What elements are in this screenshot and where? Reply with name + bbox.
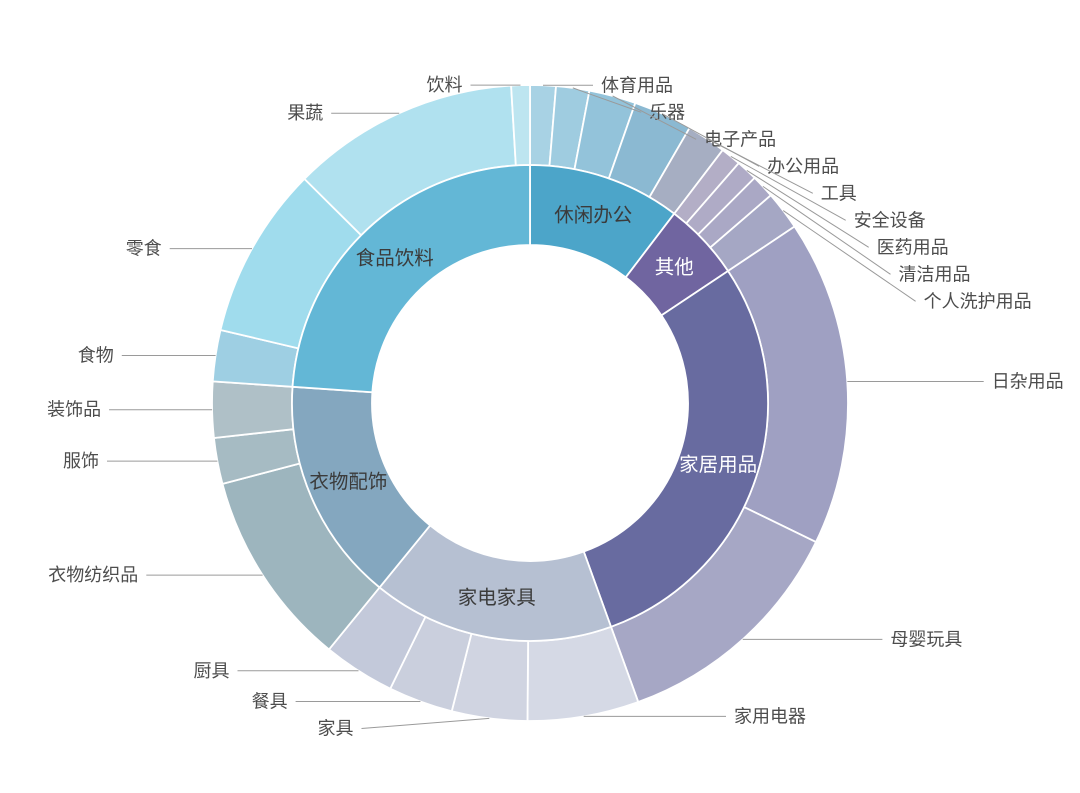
svg-text:电子产品: 电子产品 [704,129,776,149]
svg-text:母婴玩具: 母婴玩具 [890,629,962,649]
svg-text:衣物纺织品: 衣物纺织品 [48,565,138,585]
svg-text:休闲办公: 休闲办公 [554,204,632,226]
svg-text:衣物配饰: 衣物配饰 [309,471,387,493]
svg-text:家电家具: 家电家具 [458,587,536,609]
svg-text:家用电器: 家用电器 [734,706,806,726]
svg-text:厨具: 厨具 [194,661,230,681]
svg-text:家具: 家具 [318,719,354,739]
svg-text:食品饮料: 食品饮料 [356,247,434,269]
svg-text:零食: 零食 [126,239,162,259]
svg-text:食物: 食物 [78,346,114,366]
svg-text:体育用品: 体育用品 [601,75,673,95]
svg-text:果蔬: 果蔬 [287,103,323,123]
svg-text:办公用品: 办公用品 [767,156,839,176]
svg-text:安全设备: 安全设备 [854,210,926,230]
svg-text:清洁用品: 清洁用品 [899,264,971,284]
svg-text:个人洗护用品: 个人洗护用品 [924,291,1032,311]
svg-text:家居用品: 家居用品 [679,454,757,476]
svg-text:其他: 其他 [655,257,694,279]
svg-text:乐器: 乐器 [649,102,685,122]
svg-text:日杂用品: 日杂用品 [992,372,1064,392]
svg-text:医药用品: 医药用品 [877,237,949,257]
svg-text:饮料: 饮料 [427,75,463,95]
svg-text:服饰: 服饰 [63,451,99,471]
svg-text:工具: 工具 [821,183,857,203]
svg-text:装饰品: 装饰品 [47,400,101,420]
svg-text:餐具: 餐具 [252,692,288,712]
